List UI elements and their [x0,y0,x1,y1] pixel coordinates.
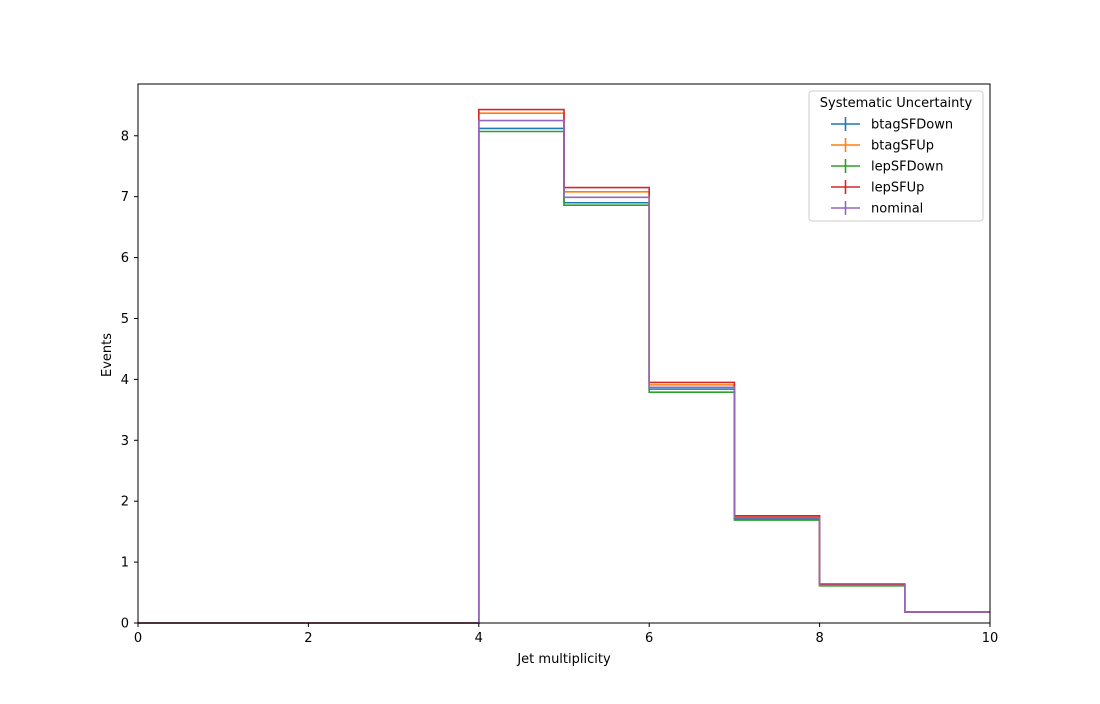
legend-item-btagSFUp: btagSFUp [831,138,934,154]
y-tick-label: 5 [121,312,129,327]
legend: Systematic Uncertainty btagSFDown btagSFU… [808,90,984,222]
y-tick-label: 7 [121,190,129,205]
x-tick-label: 0 [134,631,142,646]
x-tick-label: 4 [475,631,483,646]
y-tick-label: 4 [121,373,129,388]
legend-label: lepSFUp [871,181,924,196]
y-axis-label: Events [100,333,115,377]
y-tick-label: 6 [121,251,129,266]
y-tick-label: 2 [121,495,129,510]
x-tick-label: 10 [982,631,999,646]
y-tick-label: 0 [121,617,129,632]
legend-item-btagSFDown: btagSFDown [831,117,953,133]
legend-item-lepSFUp: lepSFUp [831,180,924,196]
legend-items: btagSFDown btagSFUp lepSFDown lepSFUp nomina… [831,117,953,217]
legend-item-nominal: nominal [831,201,923,217]
legend-title: Systematic Uncertainty [820,96,973,111]
plot-frame [137,83,991,624]
x-tick-label: 2 [304,631,312,646]
legend-label: btagSFUp [871,139,934,154]
y-tick-label: 8 [121,129,129,144]
legend-label: nominal [871,202,923,217]
y-tick-label: 3 [121,434,129,449]
x-tick-label: 6 [645,631,653,646]
legend-item-lepSFDown: lepSFDown [831,159,943,175]
x-tick-label: 8 [815,631,823,646]
x-axis: 0 2 4 6 8 10 [134,623,998,646]
legend-label: btagSFDown [871,118,953,133]
x-axis-label: Jet multiplicity [516,652,611,667]
y-tick-label: 1 [121,556,129,571]
legend-label: lepSFDown [871,160,943,175]
y-axis: 0 1 2 3 4 5 6 7 8 [121,129,138,632]
